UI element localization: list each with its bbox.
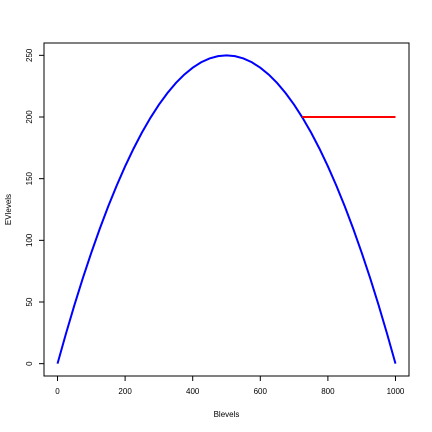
line-series <box>56 54 397 364</box>
x-tick-label: 400 <box>186 387 200 396</box>
y-tick-label: 0 <box>25 361 34 366</box>
y-tick-label: 250 <box>25 48 34 62</box>
x-tick-label: 0 <box>55 387 60 396</box>
y-tick-label: 100 <box>25 233 34 247</box>
plot-box <box>43 42 410 377</box>
x-tick-label: 200 <box>118 387 132 396</box>
y-tick-label: 50 <box>25 297 34 306</box>
x-tick-label: 600 <box>254 387 268 396</box>
x-tick-label: 1000 <box>387 387 405 396</box>
y-tick-label: 200 <box>25 110 34 124</box>
x-axis-label: Blevels <box>214 410 240 419</box>
y-tick-label: 150 <box>25 171 34 185</box>
x-tick-label: 800 <box>321 387 335 396</box>
y-axis-label: EVlevels <box>4 194 13 225</box>
